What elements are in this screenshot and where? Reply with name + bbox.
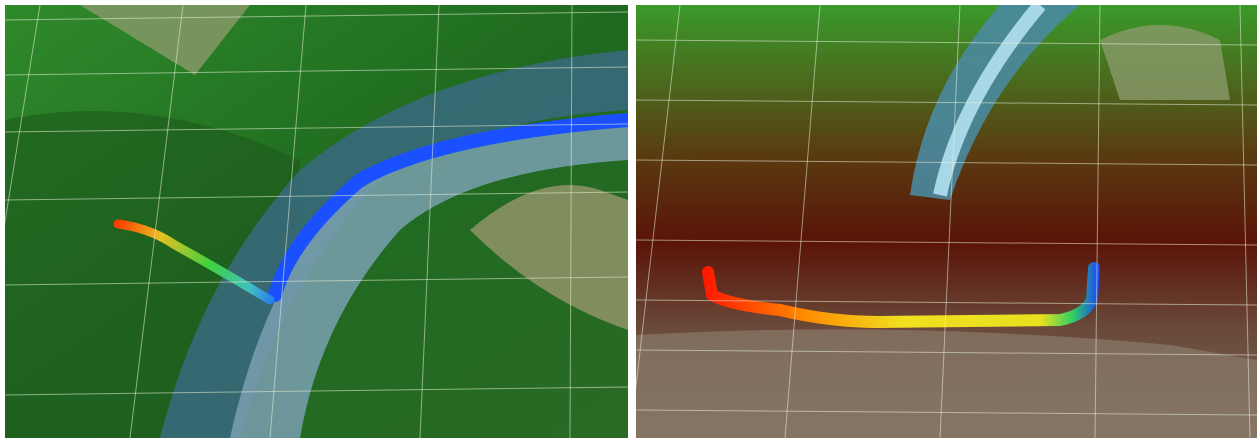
scene: [0, 0, 1259, 440]
ground: [636, 329, 1257, 438]
body: (() => { JSON.parse(document.getElementB…: [0, 0, 1259, 440]
left-view: [0, 5, 628, 438]
page: Terrain views {} html, body { margin: 0;…: [0, 0, 1259, 440]
mound: [1100, 25, 1230, 100]
right-view: [630, 5, 1257, 438]
